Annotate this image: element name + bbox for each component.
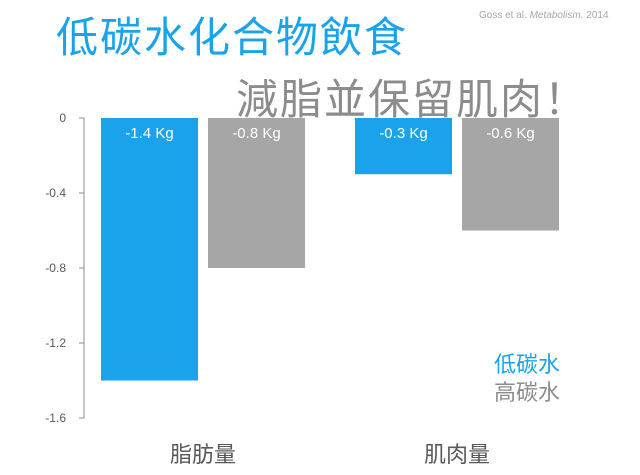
y-tick-label: -1.6 (45, 411, 66, 425)
y-tick-label: 0 (59, 111, 66, 125)
bar-value-label: -0.3 Kg (379, 125, 427, 142)
citation-year: 2014 (586, 10, 609, 21)
citation-authors: Goss et al. (479, 10, 527, 21)
citation-journal: Metabolism. (529, 10, 584, 21)
bar (208, 118, 305, 268)
y-tick-label: -0.4 (45, 186, 66, 200)
bar (462, 118, 559, 231)
title-line-2: 減脂並保留肌肉！ (236, 75, 589, 124)
x-category-label: 脂肪量 (170, 443, 236, 468)
bar (101, 118, 198, 381)
title-line-1: 低碳水化合物飲食 (56, 13, 409, 62)
x-category-label: 肌肉量 (424, 443, 490, 468)
legend: 低碳水 高碳水 (494, 352, 560, 408)
bar-value-label: -0.8 Kg (232, 125, 280, 142)
y-tick-label: -1.2 (45, 336, 66, 350)
bar (355, 118, 452, 175)
legend-high-carb: 高碳水 (494, 381, 561, 406)
bar-value-label: -1.4 Kg (125, 125, 173, 142)
bar-value-label: -0.6 Kg (486, 125, 534, 142)
y-tick-label: -0.8 (45, 261, 66, 275)
legend-low-carb: 低碳水 (494, 353, 561, 378)
citation: Goss et al. Metabolism. 2014 (479, 10, 609, 21)
